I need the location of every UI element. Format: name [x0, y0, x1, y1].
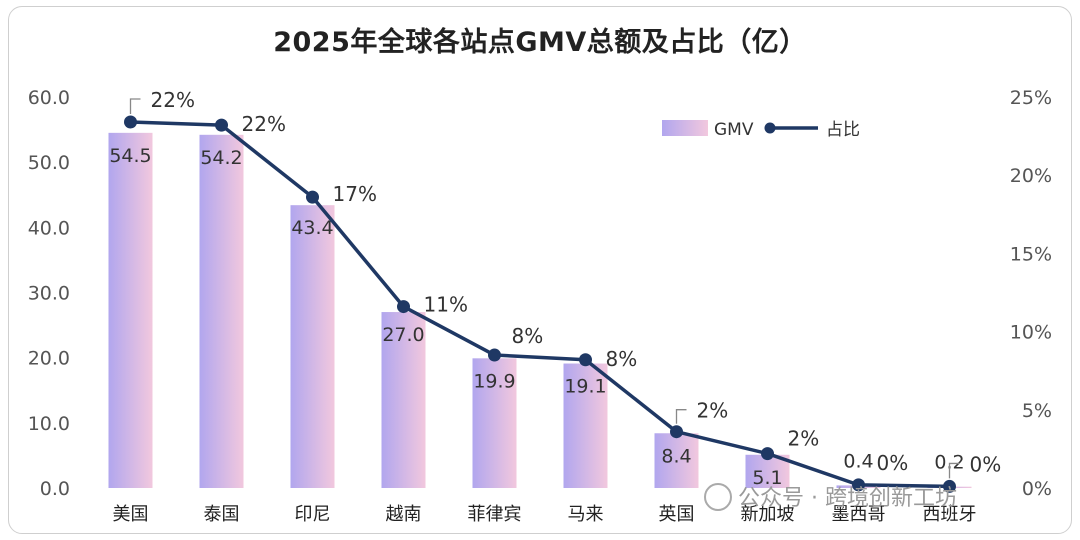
- share-line: [130, 120, 950, 489]
- share-label-leader: [129, 98, 141, 115]
- chart-frame: [8, 6, 1072, 534]
- category-label: 墨西哥: [832, 504, 886, 525]
- gmv-value-label: 19.1: [564, 376, 606, 398]
- left-axis-tick-label: 20.0: [28, 348, 70, 370]
- gmv-bar: [290, 205, 335, 488]
- right-axis-tick-label: 15%: [1010, 243, 1052, 265]
- category-label: 马来: [568, 504, 604, 525]
- gmv-value-label: 8.4: [661, 445, 691, 467]
- share-point: [670, 425, 683, 439]
- share-value-label: 2%: [788, 427, 820, 451]
- share-point: [306, 190, 319, 204]
- gmv-value-label: 5.1: [752, 467, 782, 489]
- category-label: 西班牙: [923, 504, 977, 525]
- left-axis-tick-label: 50.0: [28, 152, 70, 174]
- right-axis-tick-label: 10%: [1010, 322, 1052, 344]
- left-axis-tick-label: 40.0: [28, 217, 70, 239]
- gmv-value-label: 27.0: [382, 324, 424, 346]
- category-label: 菲律宾: [468, 504, 522, 525]
- category-label: 新加坡: [741, 504, 795, 525]
- watermark-text: 公众号 · 跨境创新工坊: [738, 486, 957, 511]
- left-axis-tick-label: 0.0: [40, 478, 70, 500]
- right-axis-tick-label: 25%: [1010, 87, 1052, 109]
- share-value-label: 0%: [877, 451, 909, 475]
- share-value-label: 22%: [242, 112, 286, 136]
- share-label-leader: [948, 462, 960, 479]
- gmv-value-label: 0.4: [843, 450, 873, 472]
- legend-gmv-swatch: [662, 120, 708, 136]
- gmv-bar: [381, 312, 426, 488]
- gmv-bar: [563, 363, 608, 488]
- gmv-bar: [654, 433, 699, 488]
- share-point: [943, 479, 956, 493]
- left-axis-tick-label: 10.0: [28, 413, 70, 435]
- legend-share-label: 占比: [826, 120, 860, 140]
- share-point: [397, 300, 410, 314]
- share-point: [579, 353, 592, 367]
- share-value-label: 17%: [333, 182, 377, 206]
- left-axis-tick-label: 30.0: [28, 283, 70, 305]
- share-point: [488, 348, 501, 362]
- gmv-value-label: 43.4: [291, 217, 333, 239]
- share-value-label: 2%: [697, 399, 729, 423]
- share-point: [852, 478, 865, 492]
- share-value-label: 8%: [512, 324, 544, 348]
- legend-share-marker: [764, 122, 776, 134]
- share-point: [215, 118, 228, 132]
- category-label: 美国: [113, 504, 149, 525]
- category-label: 英国: [659, 504, 695, 525]
- category-label: 印尼: [295, 504, 331, 525]
- category-label: 越南: [386, 504, 422, 525]
- share-value-label: 22%: [151, 88, 195, 112]
- right-axis-tick-label: 5%: [1022, 400, 1052, 422]
- share-value-label: 8%: [606, 347, 638, 371]
- legend-gmv-label: GMV: [714, 120, 754, 140]
- gmv-value-label: 0.2: [934, 452, 964, 474]
- gmv-bar: [108, 132, 153, 488]
- share-label-leader: [675, 409, 687, 424]
- gmv-bar: [472, 358, 517, 488]
- gmv-bar: [199, 134, 244, 488]
- wechat-icon: [704, 483, 732, 511]
- gmv-value-label: 54.2: [200, 147, 242, 169]
- share-point: [761, 447, 774, 461]
- right-axis-tick-label: 20%: [1010, 165, 1052, 187]
- gmv-value-label: 54.5: [109, 145, 151, 167]
- left-axis-tick-label: 60.0: [28, 87, 70, 109]
- right-axis-tick-label: 0%: [1022, 478, 1052, 500]
- share-value-label: 0%: [970, 452, 1002, 476]
- chart-title: 2025年全球各站点GMV总额及占比（亿）: [273, 27, 807, 58]
- share-point: [124, 115, 137, 129]
- category-label: 泰国: [204, 504, 240, 525]
- gmv-value-label: 19.9: [473, 370, 515, 392]
- share-value-label: 11%: [424, 293, 468, 317]
